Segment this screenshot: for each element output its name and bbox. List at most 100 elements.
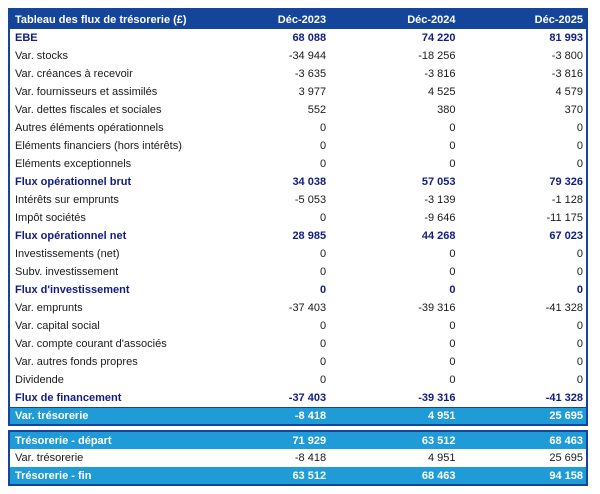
row-value: 0 <box>576 248 583 260</box>
row-value: 0 <box>319 284 327 296</box>
row-value: 57 053 <box>421 176 456 188</box>
row-label: Var. trésorerie <box>15 452 84 464</box>
row-value: 0 <box>576 140 583 152</box>
row-value: -41 328 <box>545 391 583 404</box>
row-value: 0 <box>576 158 583 170</box>
row-value: -11 175 <box>546 212 584 224</box>
row-value: 67 023 <box>549 230 583 242</box>
row-value: 4 951 <box>329 406 459 425</box>
row-value: -3 635 <box>294 68 327 80</box>
row-value: 0 <box>319 212 327 224</box>
row-value: 3 977 <box>298 86 327 98</box>
table-row: Flux de financement -37 403 -39 316 -41 328 <box>9 389 587 407</box>
row-value: 94 158 <box>458 467 587 485</box>
row-value: 63 512 <box>329 431 459 449</box>
row-value: -39 316 <box>418 302 456 314</box>
row-label: Flux d'investissement <box>15 284 130 296</box>
row-value: 71 929 <box>199 431 330 449</box>
table-row: Var. fournisseurs et assimilés 3 977 4 525… <box>9 83 587 101</box>
table-row: Trésorerie - fin 63 512 68 463 94 158 <box>9 467 587 485</box>
table-row: Subv. investissement 0 0 0 <box>9 263 587 281</box>
table-row: Flux opérationnel net 28 985 44 268 67 023 <box>9 227 587 245</box>
row-value: 0 <box>319 140 327 152</box>
table-row: EBE 68 088 74 220 81 993 <box>9 29 587 47</box>
cash-flow-table: Tableau des flux de trésorerie (£) Déc-2… <box>8 8 588 426</box>
column-header-dec-2023: Déc-2023 <box>199 9 330 29</box>
row-value: 0 <box>319 248 327 260</box>
row-value: 0 <box>319 356 327 368</box>
row-value: 0 <box>319 338 327 350</box>
table-row: Autres éléments opérationnels 0 0 0 <box>9 119 587 137</box>
row-value: -37 403 <box>288 302 327 314</box>
table-row: Var. créances à recevoir -3 635 -3 816 -3 8… <box>9 65 587 83</box>
row-value: 0 <box>576 320 583 332</box>
table-row: Var. trésorerie -8 418 4 951 25 695 <box>9 449 587 467</box>
row-value: -5 053 <box>294 194 327 206</box>
table-row: Flux opérationnel brut 34 038 57 053 79 326 <box>9 173 587 191</box>
row-value: 74 220 <box>421 32 456 44</box>
row-value: 68 463 <box>329 467 459 485</box>
row-value: 68 088 <box>292 32 327 44</box>
row-value: -3 816 <box>424 68 456 80</box>
row-value: -8 418 <box>294 452 327 464</box>
row-value: -8 418 <box>199 406 330 425</box>
table-row: Intérêts sur emprunts -5 053 -3 139 -1 128 <box>9 191 587 209</box>
row-label: Var. trésorerie <box>9 406 200 425</box>
row-value: 0 <box>576 374 583 386</box>
table-row: Impôt sociétés 0 -9 646 -11 175 <box>9 209 587 227</box>
row-label: Var. autres fonds propres <box>15 356 138 368</box>
row-value: 0 <box>449 338 456 350</box>
row-label: Var. stocks <box>15 50 68 62</box>
row-label: Flux opérationnel brut <box>15 176 132 188</box>
row-value: 81 993 <box>549 32 583 44</box>
row-label: Var. fournisseurs et assimilés <box>15 86 158 98</box>
row-value: 0 <box>449 248 456 260</box>
table-row: Var. stocks -34 944 -18 256 -3 800 <box>9 47 587 65</box>
row-label: Trésorerie - départ <box>9 431 200 449</box>
row-value: 34 038 <box>292 176 327 188</box>
row-value: 0 <box>576 356 583 368</box>
treasury-summary-table: Trésorerie - départ 71 929 63 512 68 463 Var… <box>8 430 588 486</box>
row-label: Intérêts sur emprunts <box>15 194 119 206</box>
row-label: Var. emprunts <box>15 302 83 314</box>
table-row: Eléments exceptionnels 0 0 0 <box>9 155 587 173</box>
row-value: 0 <box>319 320 327 332</box>
table-row: Var. trésorerie -8 418 4 951 25 695 <box>9 406 587 425</box>
row-value: 0 <box>449 266 456 278</box>
row-value: 68 463 <box>458 431 587 449</box>
table-row: Var. emprunts -37 403 -39 316 -41 328 <box>9 299 587 317</box>
row-label: Impôt sociétés <box>15 212 86 224</box>
row-label: Var. dettes fiscales et sociales <box>15 104 162 116</box>
column-header-dec-2025: Déc-2025 <box>458 9 587 29</box>
row-value: 63 512 <box>199 467 330 485</box>
row-value: 79 326 <box>549 176 583 188</box>
row-value: 44 268 <box>421 230 456 242</box>
row-value: -37 403 <box>288 391 327 404</box>
row-value: 552 <box>307 104 327 116</box>
row-value: 25 695 <box>458 406 587 425</box>
row-label: Flux de financement <box>15 391 122 404</box>
row-label: EBE <box>15 32 38 44</box>
row-value: -3 816 <box>551 68 583 80</box>
row-value: -1 128 <box>551 194 583 206</box>
row-value: 0 <box>449 122 456 134</box>
row-value: 0 <box>319 158 327 170</box>
table-row: Var. compte courant d'associés 0 0 0 <box>9 335 587 353</box>
row-label: Eléments financiers (hors intérêts) <box>15 140 182 152</box>
row-label: Var. compte courant d'associés <box>15 338 167 350</box>
row-label: Flux opérationnel net <box>15 230 127 242</box>
row-value: 380 <box>437 104 456 116</box>
row-label: Trésorerie - fin <box>9 467 200 485</box>
row-value: 0 <box>449 374 456 386</box>
row-value: 0 <box>449 356 456 368</box>
row-value: 0 <box>576 122 583 134</box>
row-label: Autres éléments opérationnels <box>15 122 164 134</box>
row-value: 0 <box>576 266 583 278</box>
row-value: -34 944 <box>288 50 327 62</box>
row-value: 28 985 <box>292 230 327 242</box>
header-row: Tableau des flux de trésorerie (£) Déc-2… <box>9 9 587 29</box>
row-value: 0 <box>449 140 456 152</box>
row-value: 4 951 <box>428 452 456 464</box>
table-row: Eléments financiers (hors intérêts) 0 0 0 <box>9 137 587 155</box>
row-value: 0 <box>576 284 583 296</box>
